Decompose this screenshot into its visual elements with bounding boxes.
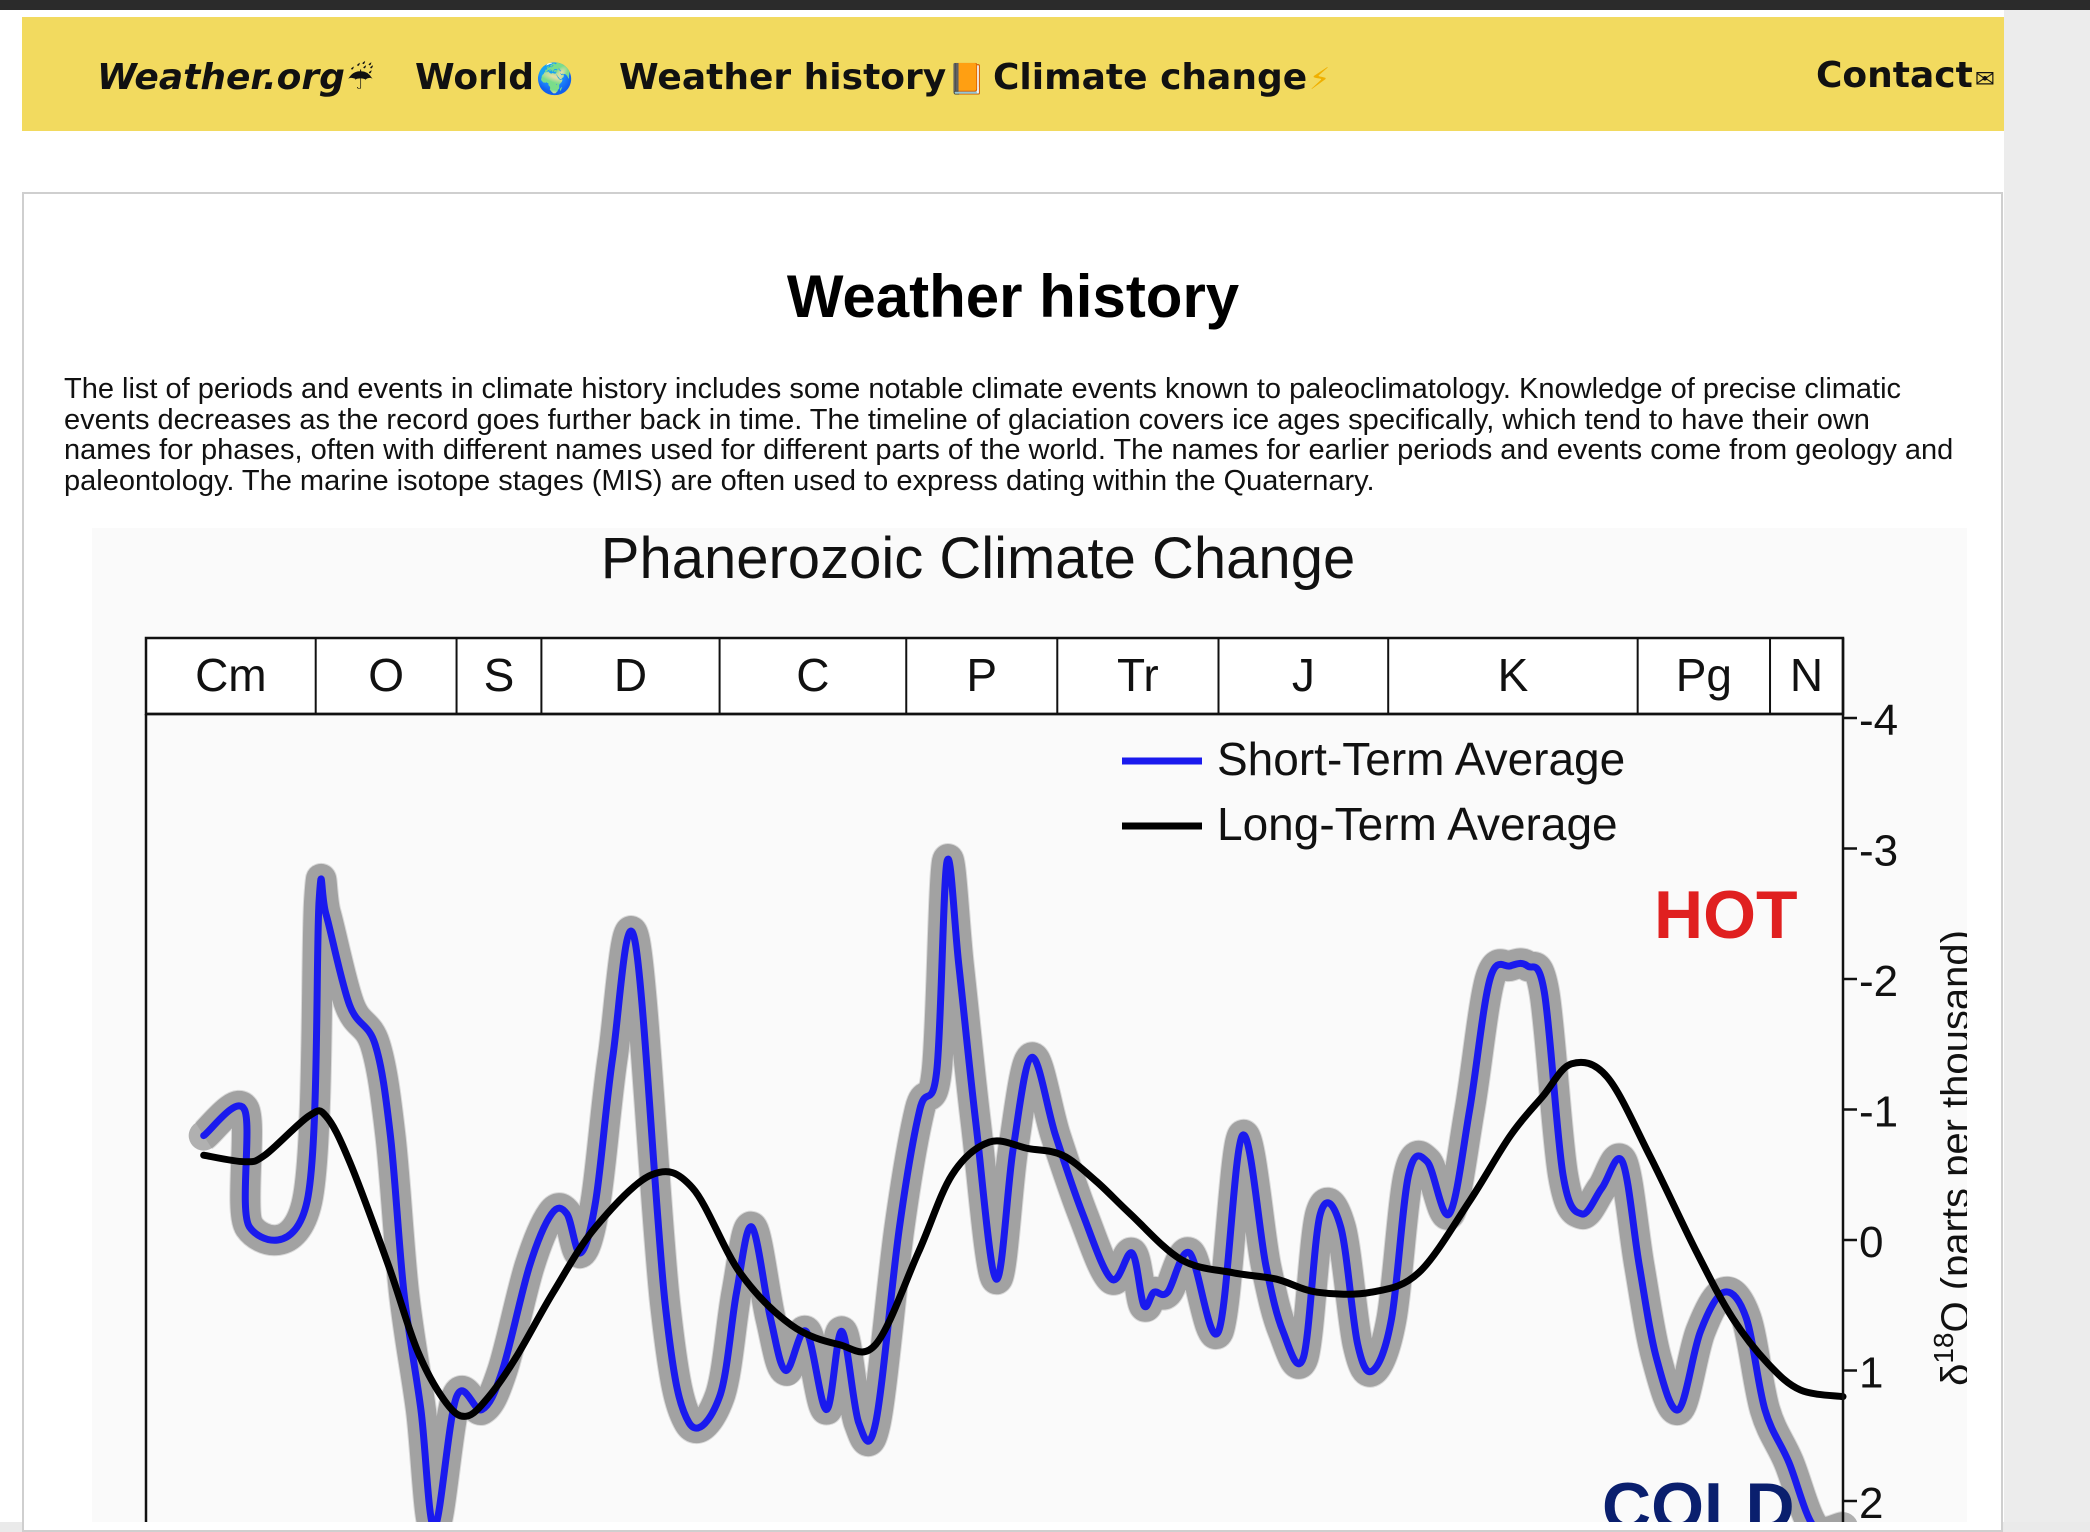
hot-annotation: HOT	[1654, 877, 1798, 953]
climate-chart-figure: Phanerozoic Climate Change Cm O S D C P Tr J K Pg…	[92, 528, 1967, 1522]
y-tick-label: 0	[1859, 1218, 1883, 1267]
y-axis-label-sup: 18	[1928, 1333, 1959, 1364]
lightning-icon: ⚡	[1309, 62, 1331, 97]
period-label: O	[368, 649, 404, 701]
globe-icon: 🌍	[536, 62, 574, 97]
nav-contact-link[interactable]: Contact✉	[1816, 55, 1995, 96]
nav-history-label: Weather history	[619, 57, 947, 98]
chart-title: Phanerozoic Climate Change	[601, 528, 1355, 591]
nav-climate-label: Climate change	[993, 57, 1308, 98]
navbar: Weather.org☔ World🌍 Weather history📙 Cli…	[22, 17, 2005, 131]
y-axis-label-delta: δ	[1934, 1364, 1967, 1386]
long-term-average-line	[200, 1058, 1847, 1420]
climate-chart: Phanerozoic Climate Change Cm O S D C P Tr J K Pg…	[144, 528, 1967, 1522]
y-tick-label: -1	[1859, 1088, 1898, 1137]
brand-link[interactable]: Weather.org☔	[97, 57, 374, 98]
brand-label: Weather.org	[97, 57, 345, 98]
y-tick-label: -3	[1859, 827, 1898, 876]
period-label: Pg	[1676, 649, 1732, 701]
chart-legend: Short-Term Average Long-Term Average	[1122, 733, 1625, 850]
nav-history-link[interactable]: Weather history📙	[619, 57, 986, 98]
y-tick-label: -4	[1859, 696, 1898, 745]
y-axis-label: δ18O (parts per thousand)	[1928, 930, 1967, 1386]
period-label: J	[1292, 649, 1315, 701]
nav-climate-link[interactable]: Climate change⚡	[993, 57, 1330, 98]
period-label: Tr	[1117, 649, 1159, 701]
short-term-average-line	[200, 855, 1815, 1522]
period-label: N	[1790, 649, 1823, 701]
cold-annotation: COLD	[1602, 1469, 1795, 1522]
period-label: P	[966, 649, 997, 701]
period-label: D	[614, 649, 647, 701]
envelope-icon: ✉	[1974, 65, 1995, 93]
y-tick-label: -2	[1859, 957, 1898, 1006]
nav-contact-label: Contact	[1816, 55, 1973, 96]
window-top-border	[0, 0, 2090, 10]
y-tick-label: 1	[1859, 1349, 1883, 1398]
period-label: K	[1498, 649, 1529, 701]
book-icon: 📙	[948, 62, 986, 97]
umbrella-icon: ☔	[346, 62, 374, 97]
period-label: S	[484, 649, 515, 701]
legend-label-long-term: Long-Term Average	[1217, 798, 1618, 850]
y-tick-label: 2	[1859, 1479, 1883, 1522]
period-label: C	[796, 649, 829, 701]
y-axis-label-rest: O (parts per thousand)	[1934, 930, 1967, 1332]
legend-label-short-term: Short-Term Average	[1217, 733, 1625, 785]
period-header-band	[144, 636, 1845, 716]
period-label: Cm	[195, 649, 267, 701]
page-scrollbar[interactable]	[2004, 10, 2090, 1522]
intro-paragraph: The list of periods and events in climat…	[64, 373, 1954, 497]
nav-world-label: World	[415, 57, 535, 98]
nav-world-link[interactable]: World🌍	[415, 57, 573, 98]
page-title: Weather history	[786, 263, 1240, 330]
